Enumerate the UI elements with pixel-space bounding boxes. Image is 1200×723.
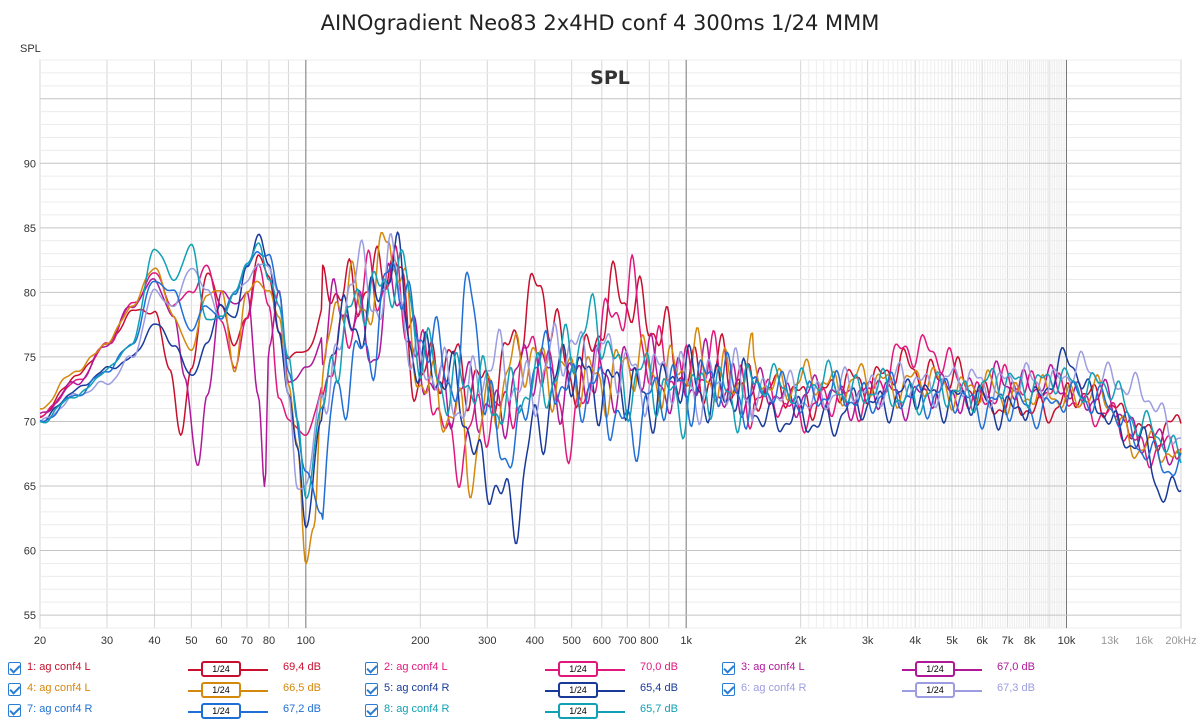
x-tick-label: 50 [185,635,197,647]
y-tick-label: 55 [24,610,36,622]
legend-item-7[interactable]: 7: ag conf4 R 1/24 67,2 dB [8,701,368,723]
y-tick-label: 65 [24,481,36,493]
legend-item-4[interactable]: 4: ag conf4 L 1/24 66,5 dB [8,680,368,702]
x-tick-label: 700 [618,635,636,647]
legend-item-6[interactable]: 6: ag conf4 R 1/24 67,3 dB [722,680,1082,702]
series-line-5 [39,231,1182,545]
checkbox-checked-icon[interactable] [8,683,21,696]
legend-row-3: 7: ag conf4 R 1/24 67,2 dB 8: ag conf4 R… [0,701,1200,723]
legend-item-5[interactable]: 5: ag conf4 R 1/24 65,4 dB [365,680,725,702]
y-tick-label: 85 [24,223,36,235]
legend-label: 6: ag conf4 R [741,682,807,694]
legend-item-3[interactable]: 3: ag conf4 L 1/24 67,0 dB [722,659,1082,681]
x-tick-label: 13k [1101,635,1119,647]
y-tick-label: 75 [24,352,36,364]
x-tick-label: 40 [148,635,160,647]
x-tick-label: 100 [297,635,315,647]
x-tick-label: 30 [101,635,113,647]
x-tick-label: 200 [411,635,429,647]
chart-title: AINOgradient Neo83 2x4HD conf 4 300ms 1/… [321,11,880,35]
x-tick-label: 7k [1002,635,1014,647]
x-tick-label: 8k [1024,635,1036,647]
x-tick-label: 16k [1135,635,1153,647]
x-tick-labels: 20 30 40 50 60 70 80 100 200 300 400 500 600 700 800 1k… [34,635,1197,647]
x-tick-label: 4k [909,635,921,647]
legend-level: 65,4 dB [640,682,678,694]
plot-label: SPL [590,67,630,89]
minor-grid [39,59,1182,629]
x-tick-label: 60 [215,635,227,647]
legend-label: 7: ag conf4 R [27,703,93,715]
legend-level: 67,2 dB [283,703,321,715]
checkbox-checked-icon[interactable] [722,662,735,675]
legend-label: 3: ag conf4 L [741,661,805,673]
y-tick-label: 80 [24,287,36,299]
smoothing-button[interactable]: 1/24 [558,703,598,719]
major-grid [40,60,1181,628]
y-tick-label: 90 [24,158,36,170]
series-lines [39,231,1182,565]
x-tick-label: 300 [478,635,496,647]
x-tick-label: 400 [526,635,544,647]
x-tick-label: 600 [593,635,611,647]
x-tick-label: 80 [263,635,275,647]
y-axis-label: SPL [20,43,41,55]
x-tick-label: 2k [795,635,807,647]
x-tick-label: 5k [946,635,958,647]
legend-level: 66,5 dB [283,682,321,694]
legend: 1: ag conf4 L 1/24 69,4 dB 2: ag conf4 L… [0,656,1200,722]
legend-level: 65,7 dB [640,703,678,715]
y-tick-label: 70 [24,416,36,428]
legend-label: 2: ag conf4 L [384,661,448,673]
x-tick-label: 20 [34,635,46,647]
legend-item-1[interactable]: 1: ag conf4 L 1/24 69,4 dB [8,659,368,681]
series-line-8 [39,242,1182,500]
legend-item-2[interactable]: 2: ag conf4 L 1/24 70,0 dB [365,659,725,681]
checkbox-checked-icon[interactable] [8,704,21,717]
legend-row-2: 4: ag conf4 L 1/24 66,5 dB 5: ag conf4 R… [0,680,1200,702]
x-tick-label: 3k [862,635,874,647]
x-tick-label: 10k [1058,635,1076,647]
legend-level: 67,3 dB [997,682,1035,694]
legend-label: 4: ag conf4 L [27,682,91,694]
y-tick-labels: 55 60 65 70 75 80 85 90 [24,158,36,622]
legend-label: 5: ag conf4 R [384,682,450,694]
y-tick-label: 60 [24,546,36,558]
checkbox-checked-icon[interactable] [722,683,735,696]
smoothing-button[interactable]: 1/24 [558,661,598,677]
series-line-7 [39,251,1182,520]
smoothing-button[interactable]: 1/24 [915,682,955,698]
smoothing-button[interactable]: 1/24 [201,661,241,677]
smoothing-button[interactable]: 1/24 [558,682,598,698]
checkbox-checked-icon[interactable] [365,683,378,696]
legend-item-8[interactable]: 8: ag conf4 R 1/24 65,7 dB [365,701,725,723]
smoothing-button[interactable]: 1/24 [201,682,241,698]
x-tick-label: 500 [563,635,581,647]
checkbox-checked-icon[interactable] [365,662,378,675]
x-tick-label: 800 [640,635,658,647]
x-tick-label: 1k [680,635,692,647]
smoothing-button[interactable]: 1/24 [201,703,241,719]
checkbox-checked-icon[interactable] [365,704,378,717]
legend-row-1: 1: ag conf4 L 1/24 69,4 dB 2: ag conf4 L… [0,659,1200,681]
x-tick-label: 6k [976,635,988,647]
x-tick-label: 70 [241,635,253,647]
series-line-4 [39,231,1182,565]
legend-label: 8: ag conf4 R [384,703,450,715]
checkbox-checked-icon[interactable] [8,662,21,675]
legend-level: 70,0 dB [640,661,678,673]
legend-level: 67,0 dB [997,661,1035,673]
legend-level: 69,4 dB [283,661,321,673]
legend-label: 1: ag conf4 L [27,661,91,673]
x-tick-label: 20kHz [1165,635,1196,647]
spl-chart: AINOgradient Neo83 2x4HD conf 4 300ms 1/… [20,11,1197,647]
smoothing-button[interactable]: 1/24 [915,661,955,677]
